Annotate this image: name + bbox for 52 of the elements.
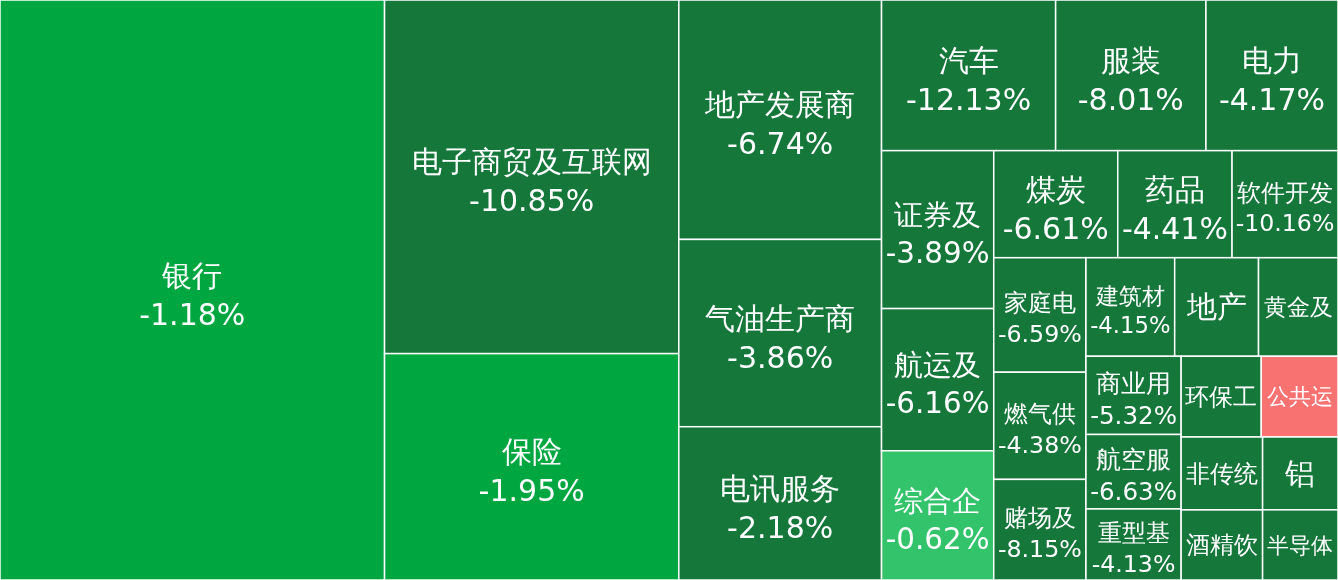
data-label: -6.63%: [1090, 476, 1177, 506]
category-label: 汽车: [938, 42, 999, 78]
category-label: 软件开发: [1237, 178, 1334, 207]
category-label: 商业用: [1096, 368, 1172, 398]
category-label: 环保工: [1185, 382, 1258, 411]
category-label: 服装: [1100, 42, 1161, 78]
data-label: -8.15%: [997, 534, 1082, 563]
data-label: -4.17%: [1218, 81, 1326, 117]
category-label: 药品: [1144, 171, 1205, 207]
category-label: 黄金及: [1263, 293, 1333, 322]
data-label: -8.01%: [1077, 81, 1184, 117]
category-label: 气油生产商: [705, 300, 856, 336]
data-label: -10.85%: [469, 183, 595, 219]
category-label: 综合企: [894, 483, 982, 518]
category-label: 公共运: [1266, 383, 1333, 410]
category-label: 家庭电: [1003, 289, 1076, 318]
data-label: -6.74%: [727, 126, 834, 162]
category-label: 电讯服务: [720, 470, 841, 506]
category-label: 航运及: [894, 348, 982, 383]
data-label: -0.62%: [885, 522, 990, 557]
category-label: 证券及: [894, 198, 982, 233]
category-label: 银行: [161, 257, 223, 293]
data-label: -5.32%: [1090, 400, 1177, 430]
category-label: 铝: [1284, 455, 1316, 491]
category-label: 建筑材: [1094, 282, 1165, 309]
data-label: -4.15%: [1090, 312, 1171, 339]
data-label: -6.16%: [885, 386, 990, 421]
data-label: -3.86%: [727, 339, 834, 375]
category-label: 保险: [501, 434, 562, 470]
data-label: -1.95%: [478, 473, 585, 509]
data-label: -4.41%: [1121, 210, 1228, 246]
category-label: 非传统: [1185, 459, 1258, 488]
category-label: 酒精饮: [1185, 531, 1258, 560]
category-label: 赌场及: [1003, 504, 1076, 533]
data-label: -2.18%: [727, 509, 834, 545]
data-label: -12.13%: [905, 81, 1032, 117]
data-label: -1.18%: [139, 296, 246, 332]
data-label: -6.61%: [1002, 210, 1109, 246]
category-label: 地产: [1185, 289, 1247, 325]
category-label: 电力: [1241, 42, 1302, 78]
category-label: 航空服: [1096, 445, 1172, 475]
category-label: 电子商贸及互联网: [411, 144, 652, 180]
data-label: -3.89%: [885, 236, 990, 271]
category-label: 燃气供: [1003, 400, 1076, 429]
category-label: 煤炭: [1025, 171, 1086, 207]
data-label: -4.13%: [1091, 549, 1176, 578]
data-label: -4.38%: [997, 431, 1082, 460]
category-label: 地产发展商: [704, 87, 856, 123]
category-label: 重型基: [1097, 518, 1170, 547]
category-label: 半导体: [1267, 532, 1334, 558]
data-label: -6.59%: [997, 320, 1082, 349]
data-label: -10.16%: [1235, 209, 1335, 238]
